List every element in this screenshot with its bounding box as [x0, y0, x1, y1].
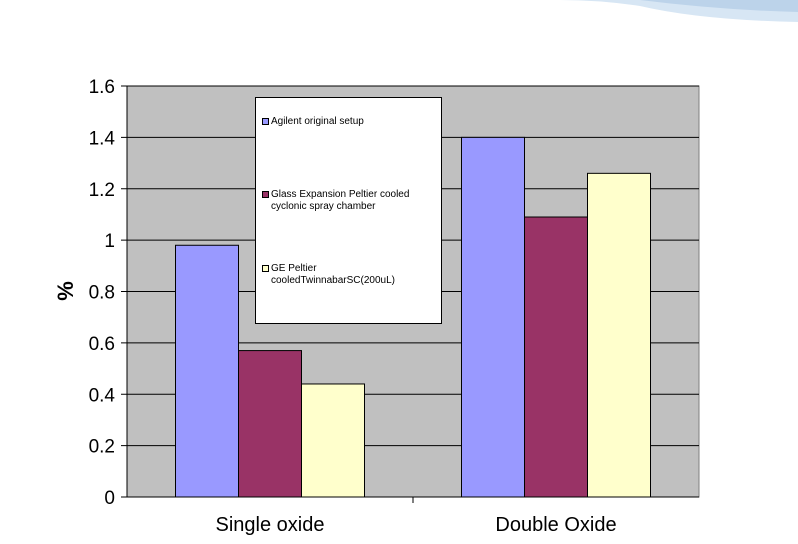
x-tick-labels: Single oxide Double Oxide: [216, 514, 617, 536]
bar: [175, 244, 239, 498]
bar: [461, 136, 525, 498]
left-border: [0, 0, 6, 539]
y-tick-label: 0: [104, 488, 115, 509]
y-tick-labels: 0 0.2 0.4 0.6 0.8 1 1.2 1.4 1.6: [89, 77, 116, 509]
y-tick-label: 0.2: [89, 437, 115, 458]
legend-swatch: [262, 265, 269, 272]
y-tick-label: 1.6: [89, 77, 115, 98]
legend-label: Glass Expansion Peltier cooled cyclonic …: [271, 189, 410, 212]
y-tick-label: 1: [104, 231, 115, 252]
bar: [587, 172, 651, 498]
y-axis-label: %: [53, 281, 78, 301]
corner-decoration: [560, 0, 798, 22]
legend-swatch: [262, 118, 269, 125]
bar: [238, 350, 302, 498]
y-tick-label: 0.8: [89, 283, 115, 304]
bar: [301, 383, 365, 498]
axes: [126, 86, 699, 503]
x-tick-label: Double Oxide: [495, 514, 616, 536]
y-tick-label: 1.4: [89, 128, 116, 149]
y-tick-label: 0.4: [89, 385, 116, 406]
legend-label: Agilent original setup: [271, 116, 364, 127]
legend-label: GE Peltier cooledTwinnabarSC(200uL): [271, 263, 395, 286]
y-tick-label: 1.2: [89, 180, 115, 201]
bar: [524, 216, 588, 498]
x-tick-label: Single oxide: [216, 514, 325, 536]
y-tick-label: 0.6: [89, 334, 115, 355]
bars: [175, 136, 651, 498]
legend: Agilent original setup Glass Expansion Pe…: [255, 97, 442, 324]
legend-swatch: [262, 191, 269, 198]
